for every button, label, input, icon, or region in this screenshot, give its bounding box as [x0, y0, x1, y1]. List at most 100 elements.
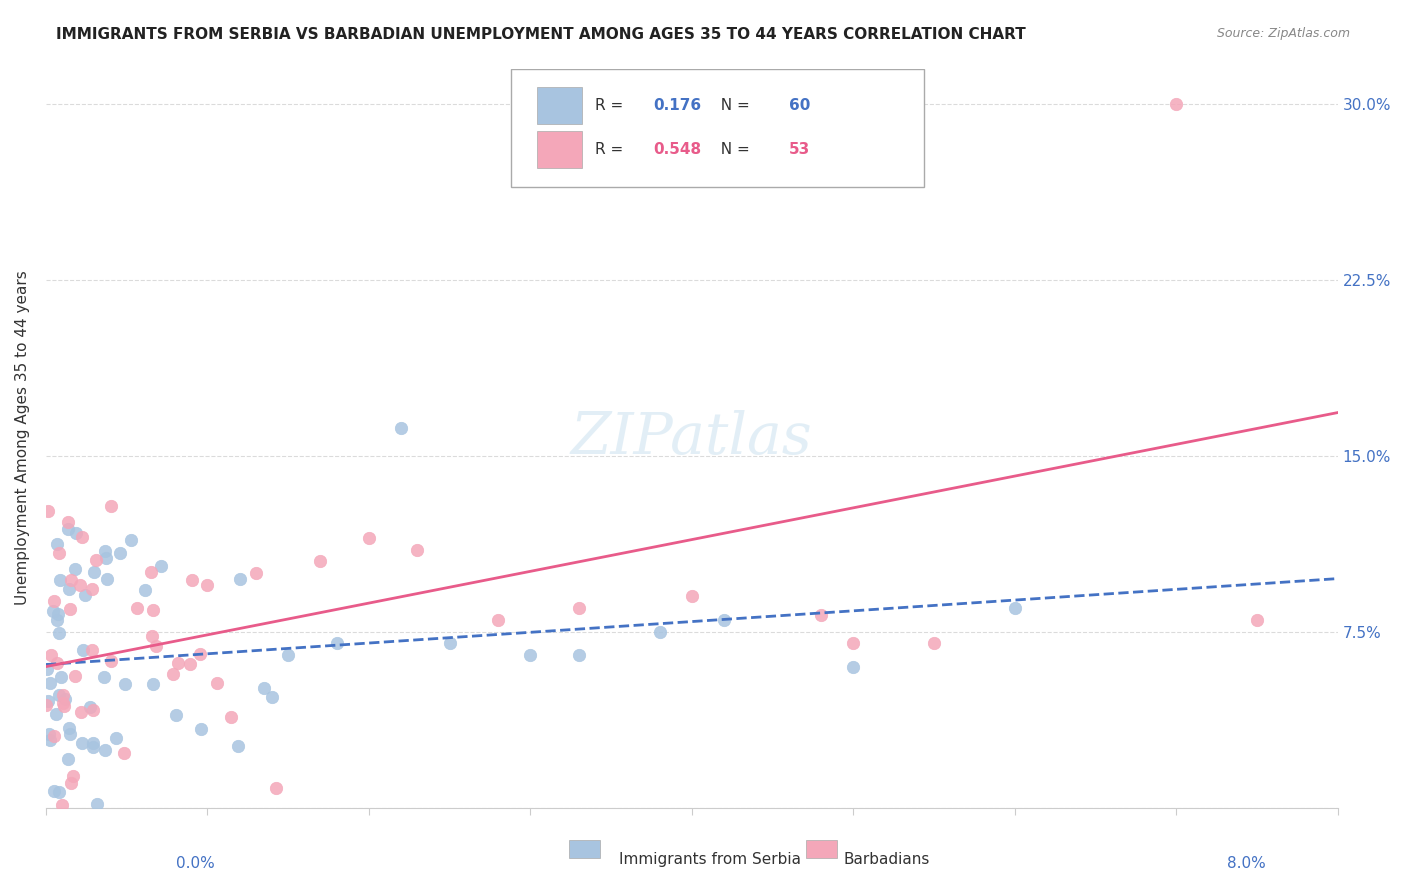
Point — [96, 573, 118, 587]
Point — [357, 531, 380, 545]
Text: 0.176: 0.176 — [652, 98, 702, 113]
Point — [56, 515, 79, 529]
Point — [46, 607, 69, 622]
Text: 0.548: 0.548 — [652, 143, 702, 157]
Text: 60: 60 — [789, 98, 810, 113]
Point — [842, 660, 865, 674]
Point — [44, 784, 66, 798]
Point — [45, 707, 67, 722]
Point — [93, 669, 115, 683]
Point — [309, 554, 332, 568]
Y-axis label: Unemployment Among Ages 35 to 44 years: Unemployment Among Ages 35 to 44 years — [15, 270, 30, 606]
Point — [72, 736, 94, 750]
Point — [37, 693, 59, 707]
Text: 53: 53 — [789, 143, 810, 157]
Point — [82, 582, 104, 596]
Point — [58, 582, 80, 597]
Point — [72, 643, 94, 657]
Point — [142, 603, 165, 617]
FancyBboxPatch shape — [537, 87, 582, 124]
Text: Immigrants from Serbia: Immigrants from Serbia — [619, 852, 800, 867]
Point — [48, 785, 70, 799]
Point — [922, 636, 945, 650]
Point — [648, 624, 671, 639]
Point — [389, 420, 412, 434]
Point — [39, 648, 62, 662]
Point — [568, 648, 591, 662]
Point — [45, 614, 67, 628]
Point — [70, 705, 93, 719]
Point — [226, 739, 249, 753]
Point — [1166, 96, 1188, 111]
Point — [266, 781, 288, 796]
Point — [100, 654, 122, 668]
Point — [190, 722, 212, 736]
Point — [810, 608, 832, 623]
Point — [83, 566, 105, 580]
Text: IMMIGRANTS FROM SERBIA VS BARBADIAN UNEMPLOYMENT AMONG AGES 35 TO 44 YEARS CORRE: IMMIGRANTS FROM SERBIA VS BARBADIAN UNEM… — [56, 27, 1026, 42]
Text: R =: R = — [595, 98, 633, 113]
Point — [167, 656, 190, 670]
Point — [141, 629, 163, 643]
Point — [84, 553, 107, 567]
Point — [125, 600, 148, 615]
Point — [59, 573, 82, 587]
Point — [35, 698, 58, 713]
Point — [207, 676, 229, 690]
Point — [486, 613, 509, 627]
Point — [59, 601, 82, 615]
Point — [713, 613, 735, 627]
Point — [53, 692, 76, 706]
Point — [245, 566, 267, 580]
Point — [75, 588, 97, 602]
Point — [70, 530, 93, 544]
Point — [197, 578, 219, 592]
Point — [48, 688, 70, 702]
Point — [82, 740, 104, 755]
Point — [325, 636, 347, 650]
Point — [46, 656, 69, 670]
Point — [65, 526, 87, 541]
Text: Barbadians: Barbadians — [844, 852, 929, 867]
Point — [58, 752, 80, 766]
Point — [253, 681, 276, 695]
Point — [69, 578, 91, 592]
Text: R =: R = — [595, 143, 633, 157]
Point — [262, 690, 284, 704]
Point — [52, 688, 75, 702]
Point — [681, 590, 703, 604]
FancyBboxPatch shape — [537, 131, 582, 169]
Point — [150, 559, 173, 574]
Point — [181, 573, 204, 587]
Text: 8.0%: 8.0% — [1226, 856, 1265, 871]
Point — [62, 769, 84, 783]
Point — [42, 593, 65, 607]
Point — [79, 700, 101, 714]
Point — [41, 604, 63, 618]
Point — [37, 503, 59, 517]
Point — [145, 639, 167, 653]
Point — [142, 677, 165, 691]
Point — [219, 710, 242, 724]
Point — [519, 648, 541, 662]
Point — [139, 565, 162, 579]
Point — [277, 648, 299, 662]
Text: Source: ZipAtlas.com: Source: ZipAtlas.com — [1216, 27, 1350, 40]
Point — [439, 636, 461, 650]
Point — [94, 743, 117, 757]
FancyBboxPatch shape — [510, 69, 924, 186]
Point — [39, 676, 62, 690]
Point — [53, 698, 76, 713]
Point — [48, 546, 70, 560]
Text: ZIPatlas: ZIPatlas — [571, 409, 813, 467]
Point — [38, 726, 60, 740]
Point — [96, 551, 118, 566]
Point — [58, 721, 80, 735]
Point — [37, 663, 59, 677]
Text: 0.0%: 0.0% — [176, 856, 215, 871]
Text: N =: N = — [711, 143, 755, 157]
Point — [82, 736, 104, 750]
Point — [114, 677, 136, 691]
Point — [38, 733, 60, 747]
Point — [44, 729, 66, 743]
